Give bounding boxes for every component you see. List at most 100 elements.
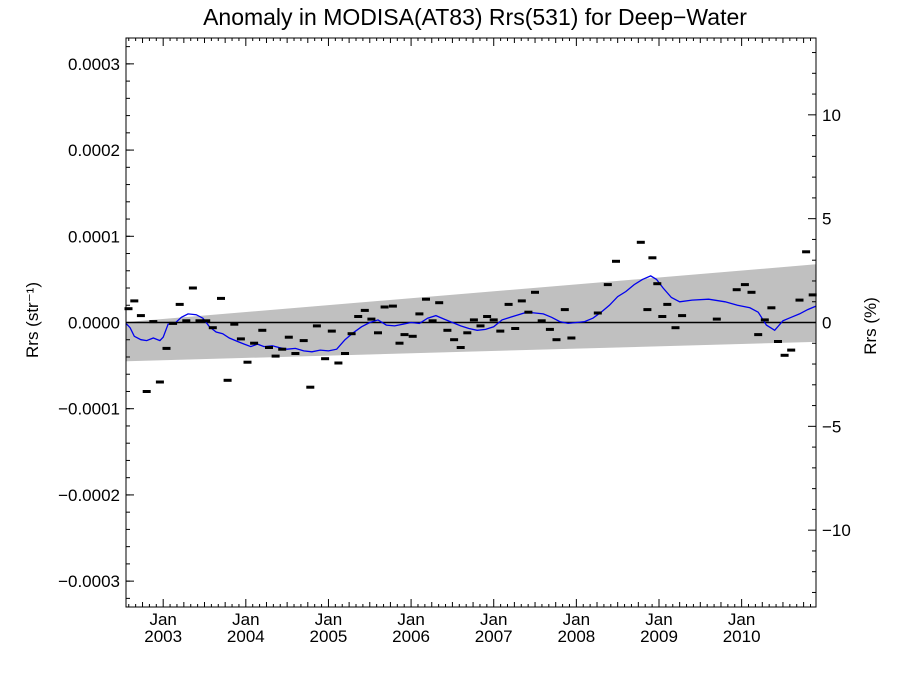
y-tick-label-right: 5 [822, 210, 831, 229]
data-point [271, 354, 280, 358]
data-point [658, 315, 667, 318]
x-tick-label-month: Jan [480, 610, 507, 629]
x-tick-label-year: 2008 [557, 627, 595, 646]
data-point [428, 319, 437, 323]
data-point [415, 312, 424, 316]
data-point [469, 318, 478, 322]
data-point [360, 308, 369, 312]
data-point [250, 341, 259, 345]
data-point [265, 346, 273, 349]
y-tick-label-right: −10 [822, 521, 851, 540]
data-point [463, 331, 472, 335]
data-point [552, 338, 561, 342]
data-point [374, 331, 382, 335]
anomaly-points [124, 240, 817, 393]
data-point [560, 308, 569, 312]
y-tick-label-right: 10 [822, 106, 841, 125]
data-point [182, 319, 191, 323]
data-point [195, 319, 204, 323]
data-point [653, 282, 662, 286]
data-point [291, 352, 300, 355]
data-point [155, 380, 164, 384]
data-point [747, 290, 756, 294]
y-tick-label-left: 0.0000 [68, 314, 120, 333]
data-point [524, 310, 533, 314]
data-point [380, 305, 389, 309]
data-point [802, 250, 811, 254]
data-point [531, 290, 539, 294]
data-point [124, 307, 133, 311]
bottom-axis: Jan2003Jan2004Jan2005Jan2006Jan2007Jan20… [128, 38, 811, 646]
data-point [217, 296, 225, 300]
data-point [489, 318, 498, 322]
data-point [243, 360, 252, 364]
data-point [780, 353, 789, 357]
data-point [188, 286, 197, 290]
data-point [422, 297, 430, 301]
x-tick-label-year: 2009 [640, 627, 678, 646]
data-point [443, 328, 452, 332]
data-point [450, 338, 459, 342]
data-point [202, 319, 211, 323]
data-point [175, 302, 184, 306]
data-point [712, 317, 721, 321]
y-tick-label-left: 0.0002 [68, 141, 120, 160]
x-tick-label-month: Jan [149, 610, 176, 629]
data-point [306, 385, 315, 389]
y-tick-label-right: 0 [822, 314, 831, 333]
data-point [236, 337, 245, 341]
data-point [408, 334, 417, 338]
data-point [603, 283, 612, 287]
data-point [388, 304, 397, 308]
data-point [149, 320, 158, 324]
y-tick-label-left: −0.0002 [58, 486, 120, 505]
data-point [334, 361, 343, 365]
data-point [740, 283, 749, 287]
data-point [537, 319, 546, 323]
data-point [347, 332, 356, 336]
data-point [795, 298, 804, 302]
data-point [354, 315, 363, 318]
data-point [321, 357, 330, 361]
data-point [162, 346, 171, 350]
data-point [612, 259, 620, 263]
x-tick-label-year: 2005 [310, 627, 348, 646]
data-point [169, 321, 178, 325]
data-point [511, 327, 520, 330]
plot-area [124, 240, 817, 393]
y-tick-label-right: −5 [822, 417, 841, 436]
right-axis: 10 5 0 −5 −10 [808, 52, 851, 593]
data-point [278, 347, 287, 351]
data-point [400, 333, 409, 337]
data-point [483, 315, 492, 318]
data-point [545, 327, 554, 331]
data-point [208, 326, 217, 330]
data-point [643, 308, 652, 312]
x-tick-label-month: Jan [645, 610, 672, 629]
x-tick-label-year: 2004 [227, 627, 265, 646]
y-tick-label-left: −0.0001 [58, 400, 120, 419]
data-point [767, 306, 776, 310]
data-point [663, 302, 672, 306]
data-point [367, 317, 376, 321]
x-tick-label-month: Jan [397, 610, 424, 629]
data-point [496, 329, 505, 333]
uncertainty-band [126, 264, 816, 362]
left-axis: 0.0003 0.0002 0.0001 0.0000 −0.0001 −0.0002 −0… [58, 46, 134, 599]
x-tick-label-month: Jan [315, 610, 342, 629]
y-axis-title-right: Rrs (%) [861, 297, 880, 355]
data-point [258, 328, 267, 332]
data-point [636, 240, 645, 244]
x-tick-label-month: Jan [728, 610, 755, 629]
data-point [230, 322, 239, 326]
data-point [671, 326, 680, 330]
chart-title: Anomaly in MODISA(AT83) Rrs(531) for Dee… [203, 4, 747, 30]
data-point [504, 302, 513, 306]
data-point [341, 352, 349, 355]
data-point [142, 390, 151, 393]
data-point [395, 341, 404, 345]
data-point [567, 336, 576, 340]
data-point [435, 301, 444, 305]
data-point [774, 340, 782, 343]
